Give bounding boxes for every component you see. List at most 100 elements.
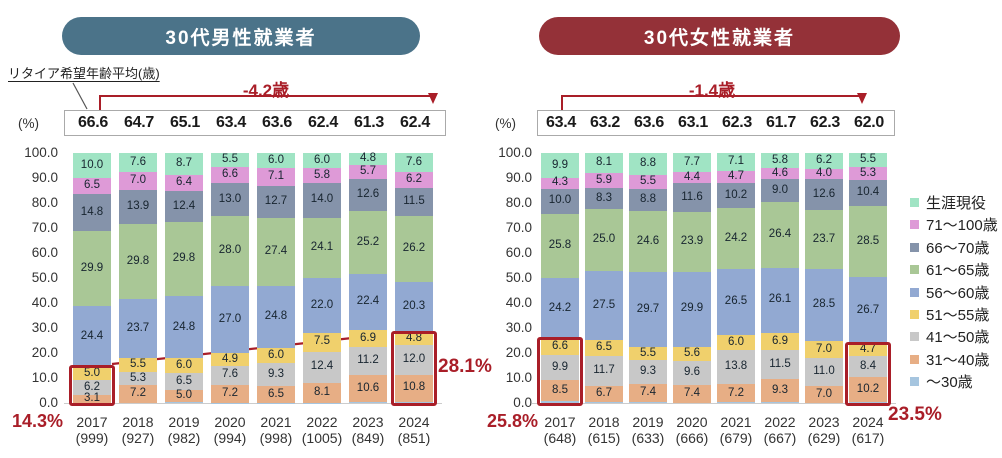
- y-axis-tick: 10.0: [505, 370, 532, 385]
- avg-age-value: 62.3: [722, 114, 752, 131]
- legend-item: 41～50歳: [910, 326, 989, 347]
- legend-color-swatch: [910, 220, 919, 230]
- x-axis-sample-size: (666): [675, 430, 709, 446]
- bar-segment: 23.9: [673, 212, 711, 272]
- x-axis-baseline: [64, 403, 442, 404]
- bar-segment: 27.5: [585, 271, 623, 340]
- bar-segment: 8.1: [303, 382, 341, 403]
- bar-2021: 6.0 7.1 12.7 27.4 24.8 6.0 9.3 6.5: [257, 153, 295, 403]
- bar-segment: 24.1: [303, 217, 341, 278]
- legend-label: ～30歳: [926, 374, 973, 392]
- bar-segment: 7.5: [303, 332, 341, 352]
- bar-segment: 28.5: [849, 206, 887, 278]
- y-axis-tick: 30.0: [505, 320, 532, 335]
- bar-segment: 11.6: [673, 183, 711, 212]
- y-axis-tick: 90.0: [505, 170, 532, 185]
- bar-segment: 20.3: [395, 281, 433, 333]
- bar-segment: 12.4: [165, 190, 203, 222]
- bar-segment-remainder: [585, 402, 623, 403]
- bar-segment: 4.4: [673, 171, 711, 183]
- legend-item: 71～100歳: [910, 214, 998, 235]
- bar-segment: 6.9: [761, 332, 799, 350]
- bar-segment: 7.4: [673, 384, 711, 403]
- x-axis-sample-size: (633): [631, 430, 665, 446]
- bar-segment: 26.5: [717, 268, 755, 335]
- bar-segment: 6.6: [541, 338, 579, 355]
- bar-2018: 8.1 5.9 8.3 25.0 27.5 6.5 11.7 6.7: [585, 153, 623, 403]
- x-axis-year-label: 2021: [260, 414, 292, 430]
- x-axis-year-label: 2017: [76, 414, 108, 430]
- bar-segment: 5.8: [303, 168, 341, 183]
- x-axis-sample-size: (927): [121, 430, 155, 446]
- bar-segment-remainder: [349, 401, 387, 403]
- x-axis-year-label: 2023: [352, 414, 384, 430]
- bar-segment: 12.0: [395, 344, 433, 375]
- legend-item: 31～40歳: [910, 349, 989, 370]
- y-axis-tick: 100.0: [24, 145, 58, 160]
- avg-age-values-box-female: 63.4 63.2 63.6 63.1 62.3 61.7 62.3 62.0: [537, 110, 895, 136]
- y-axis-tick: 0.0: [39, 395, 58, 410]
- bar-segment: 22.0: [303, 277, 341, 333]
- y-axis-tick: 60.0: [31, 245, 58, 260]
- bar-2024: 5.5 5.3 10.4 28.5 26.7 4.7 8.4 10.2: [849, 153, 887, 403]
- pct-callout-female-2024: 23.5%: [888, 404, 942, 425]
- bar-segment: 10.4: [849, 180, 887, 206]
- bar-segment: 23.7: [805, 210, 843, 270]
- bar-segment: 6.5: [585, 340, 623, 357]
- legend-label: 66～70歳: [926, 239, 990, 257]
- bar-segment: 7.6: [395, 153, 433, 172]
- legend-label: 71～100歳: [926, 217, 998, 235]
- legend-label: 51～55歳: [926, 307, 990, 324]
- bar-segment: 12.6: [349, 179, 387, 211]
- legend-label: 61～65歳: [926, 262, 990, 280]
- bar-2020: 5.5 6.6 13.0 28.0 27.0 4.9 7.6 7.2: [211, 153, 249, 403]
- bar-segment: 6.5: [257, 386, 295, 403]
- bar-segment: 5.5: [211, 153, 249, 167]
- avg-change-label-female: -1.4歳: [688, 81, 736, 100]
- y-axis-tick: 40.0: [505, 295, 532, 310]
- bar-segment: 7.1: [717, 153, 755, 171]
- bar-segment: 24.6: [629, 210, 667, 273]
- x-axis-sample-size: (629): [807, 430, 841, 446]
- x-axis-year-label: 2019: [632, 414, 664, 430]
- bar-segment: 8.1: [585, 153, 623, 174]
- bar-segment: 9.0: [761, 179, 799, 202]
- bar-segment: 22.4: [349, 273, 387, 330]
- x-axis-sample-size: (849): [351, 430, 385, 446]
- bar-segment: 23.7: [119, 298, 157, 358]
- avg-age-value: 64.7: [124, 114, 154, 131]
- bar-segment: 25.8: [541, 213, 579, 278]
- y-axis-tick: 90.0: [31, 170, 58, 185]
- avg-age-value: 63.1: [678, 114, 708, 131]
- avg-age-value: 66.6: [78, 114, 108, 131]
- avg-age-value: 63.4: [216, 114, 246, 131]
- bar-segment: 13.0: [211, 183, 249, 216]
- bar-segment: 8.8: [629, 188, 667, 211]
- bar-segment-remainder: [257, 402, 295, 403]
- x-axis-year-label: 2020: [214, 414, 246, 430]
- bar-segment: 6.0: [165, 358, 203, 374]
- avg-age-values-box-male: 66.6 64.7 65.1 63.4 63.6 62.4 61.3 62.4: [64, 110, 446, 136]
- avg-change-label-male: -4.2歳: [242, 81, 290, 100]
- bar-segment: 6.0: [303, 153, 341, 168]
- bar-segment: 12.7: [257, 185, 295, 218]
- bar-segment: 4.9: [211, 353, 249, 366]
- bar-segment: 14.8: [73, 194, 111, 232]
- bar-segment: 26.4: [761, 201, 799, 268]
- y-axis-tick: 50.0: [31, 270, 58, 285]
- y-axis-tick: 80.0: [505, 195, 532, 210]
- bar-2023: 6.2 4.0 12.6 23.7 28.5 7.0 11.0 7.0: [805, 153, 843, 403]
- bar-segment: 24.8: [257, 286, 295, 348]
- x-axis-year-label: 2022: [764, 414, 796, 430]
- bar-segment-remainder: [395, 401, 433, 403]
- bar-segment: 6.0: [717, 334, 755, 350]
- bar-2020: 7.7 4.4 11.6 23.9 29.9 5.6 9.6 7.4: [673, 152, 711, 403]
- bar-segment: 10.2: [717, 182, 755, 208]
- bar-2017: 9.9 4.3 10.0 25.8 24.2 6.6 9.9 8.5: [541, 153, 579, 403]
- bar-segment: 8.4: [849, 355, 887, 377]
- bar-segment: 7.2: [119, 385, 157, 403]
- bar-segment: 7.7: [673, 152, 711, 172]
- x-axis-year-label: 2023: [808, 414, 840, 430]
- avg-age-value: 65.1: [170, 114, 200, 131]
- bar-segment: 7.2: [211, 384, 249, 403]
